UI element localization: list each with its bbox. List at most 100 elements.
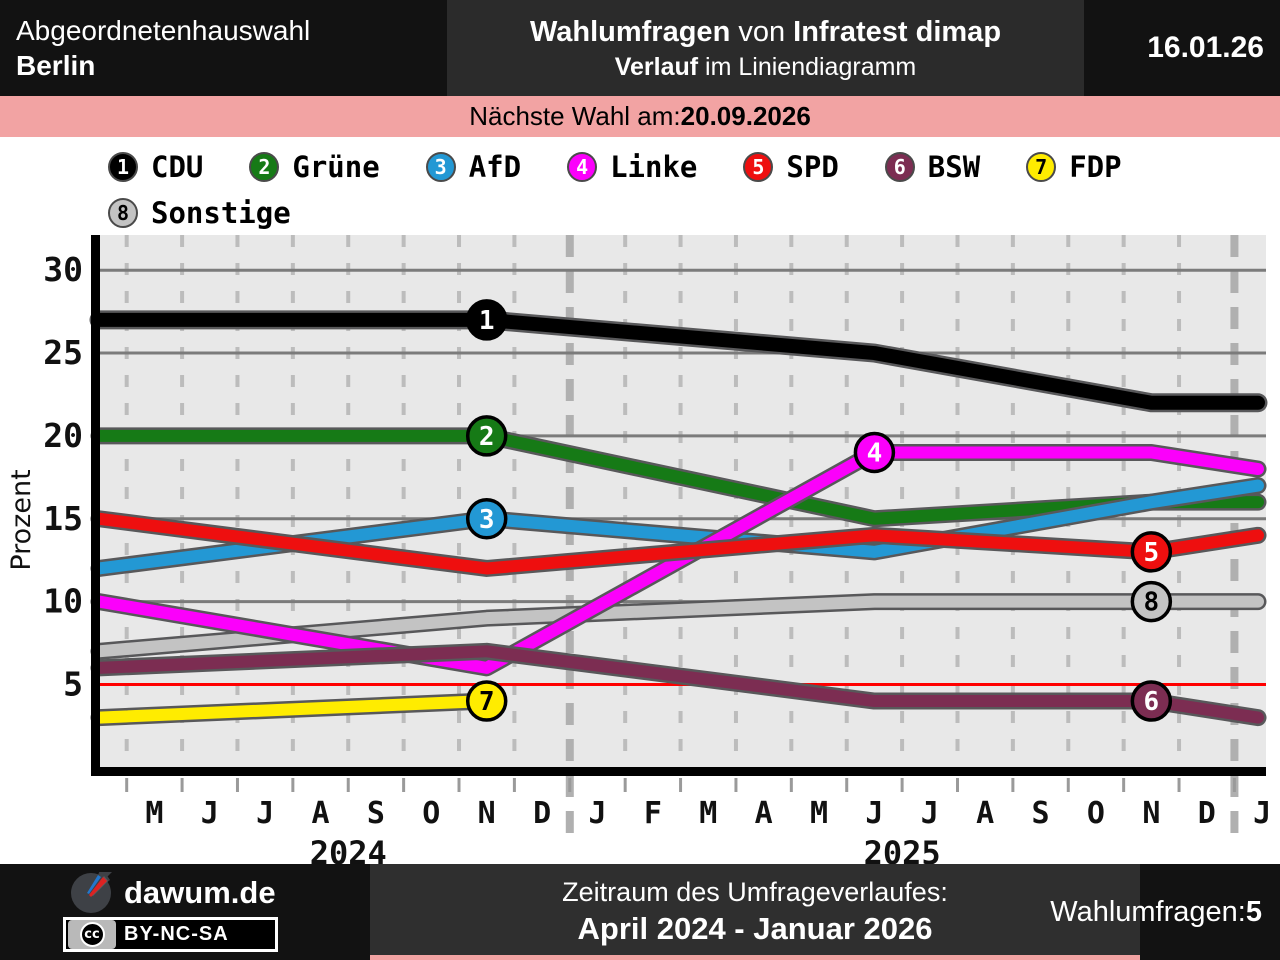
legend-item-spd: 5 SPD <box>743 150 839 184</box>
month-label: N <box>1142 796 1160 831</box>
line-badge-CDU <box>465 299 508 341</box>
month-label: N <box>478 796 496 831</box>
year-label: 2024 <box>310 834 387 864</box>
line-badge-FDP <box>465 680 508 722</box>
footer-period-block: Zeitraum des Umfrageverlaufes: April 202… <box>370 864 1140 960</box>
month-label: D <box>1198 796 1216 831</box>
legend-row-2: 8 Sonstige <box>108 191 291 235</box>
election-region: Berlin <box>16 50 96 81</box>
header: Abgeordnetenhauswahl Berlin Wahlumfragen… <box>0 0 1280 96</box>
legend-item-gruene: 2 Grüne <box>249 150 380 184</box>
year-label: 2025 <box>864 834 941 864</box>
dawum-logo-icon <box>71 872 112 913</box>
y-tick-label: 15 <box>43 499 83 538</box>
bsw-badge-icon: 6 <box>884 152 915 182</box>
series-line-Sonstige <box>93 595 1264 658</box>
x-axis <box>91 767 1266 776</box>
line-badge-number: 5 <box>1144 538 1160 568</box>
series-line-FDP <box>93 695 493 724</box>
line-badge-BSW <box>1130 680 1173 722</box>
line-badge-number: 7 <box>479 687 495 717</box>
line-badge-number: 3 <box>479 505 495 535</box>
legend-item-sonstige: 8 Sonstige <box>108 196 291 230</box>
legend-row-1: 1 CDU 2 Grüne 3 AfD 4 Linke 5 SPD 6 BSW 7 FDP <box>108 145 1122 189</box>
series-line-CDU <box>92 312 1265 410</box>
y-tick-label: 25 <box>43 333 83 372</box>
line-badge-number: 4 <box>867 438 883 468</box>
chart-title-block: Wahlumfragen von Infratest dimap Verlauf… <box>447 0 1084 96</box>
fdp-badge-icon: 7 <box>1026 152 1057 182</box>
legend-item-cdu: 1 CDU <box>108 150 203 184</box>
chart-title: Wahlumfragen von Infratest dimap <box>529 16 1002 48</box>
month-label: A <box>976 796 994 831</box>
footer-accent-strip <box>370 955 1140 960</box>
line-badge-SPD <box>1130 531 1173 573</box>
line-badge-number: 1 <box>479 306 495 336</box>
legend: 1 CDU 2 Grüne 3 AfD 4 Linke 5 SPD 6 BSW 7 FDP 8… <box>0 137 1280 231</box>
month-label: J <box>588 796 606 831</box>
month-label: A <box>755 796 773 831</box>
next-election-banner: Nächste Wahl am: 20.09.2026 <box>0 96 1280 137</box>
y-axis-title: Prozent <box>6 469 37 570</box>
poll-count: Wahlumfragen: 5 <box>1050 895 1262 928</box>
month-label: J <box>1253 796 1271 831</box>
sonstige-badge-icon: 8 <box>108 198 138 228</box>
brand-text: dawum.de <box>124 875 276 910</box>
month-label: J <box>865 796 883 831</box>
month-label: J <box>921 796 939 831</box>
y-tick-label: 5 <box>63 664 83 703</box>
month-label: S <box>1032 796 1050 831</box>
gruene-badge-icon: 2 <box>249 152 280 182</box>
dawum-link[interactable]: dawum.de <box>70 872 276 914</box>
next-election-date: 20.09.2026 <box>680 101 811 131</box>
cc-license-badge[interactable]: cc BY-NC-SA <box>63 917 278 952</box>
line-badge-Linke <box>853 431 896 474</box>
line-badge-number: 6 <box>1144 687 1160 717</box>
month-label: O <box>1087 796 1105 831</box>
line-badge-Grüne <box>465 415 508 457</box>
month-label: J <box>256 796 274 831</box>
y-axis <box>91 235 100 776</box>
footer-brand-block: dawum.de cc BY-NC-SA <box>0 864 370 960</box>
series-line-BSW <box>93 645 1264 724</box>
spd-badge-icon: 5 <box>743 152 774 182</box>
legend-item-fdp: 7 FDP <box>1026 150 1122 184</box>
poll-count-value: 5 <box>1245 895 1262 928</box>
next-election-label: Nächste Wahl am: <box>469 101 681 131</box>
election-name: Abgeordnetenhauswahl <box>16 15 311 46</box>
cc-icon: cc <box>79 922 105 947</box>
period-value: April 2024 - Januar 2026 <box>577 911 933 946</box>
cc-license-text: BY-NC-SA <box>124 923 229 945</box>
month-label: J <box>201 796 219 831</box>
month-label: F <box>644 796 662 831</box>
month-label: M <box>699 796 717 831</box>
month-label: A <box>312 796 330 831</box>
month-label: S <box>367 796 385 831</box>
cc-chip: cc <box>68 920 116 949</box>
cdu-badge-icon: 1 <box>108 152 138 182</box>
month-label: O <box>422 796 440 831</box>
legend-item-bsw: 6 BSW <box>884 150 980 184</box>
y-tick-label: 10 <box>43 582 83 621</box>
footer: dawum.de cc BY-NC-SA Zeitraum des Umfrag… <box>0 864 1280 960</box>
election-title: Abgeordnetenhauswahl Berlin <box>0 0 447 96</box>
period-label: Zeitraum des Umfrageverlaufes: <box>562 877 948 907</box>
afd-badge-icon: 3 <box>425 152 456 182</box>
month-label: M <box>145 796 163 831</box>
legend-item-afd: 3 AfD <box>425 150 521 184</box>
line-badge-AfD <box>465 498 508 540</box>
legend-item-linke: 4 Linke <box>567 150 697 184</box>
y-tick-label: 20 <box>43 416 83 455</box>
line-badge-number: 8 <box>1144 588 1160 618</box>
month-label: D <box>533 796 551 831</box>
month-label: M <box>810 796 828 831</box>
series-line-SPD <box>93 512 1264 575</box>
report-date: 16.01.26 <box>1084 0 1280 96</box>
linke-badge-icon: 4 <box>567 152 598 182</box>
line-badge-Sonstige <box>1130 580 1173 623</box>
series-line-AfD <box>93 479 1264 575</box>
chart-subtitle: Verlauf im Liniendiagramm <box>614 53 917 81</box>
y-tick-label: 30 <box>43 250 83 289</box>
